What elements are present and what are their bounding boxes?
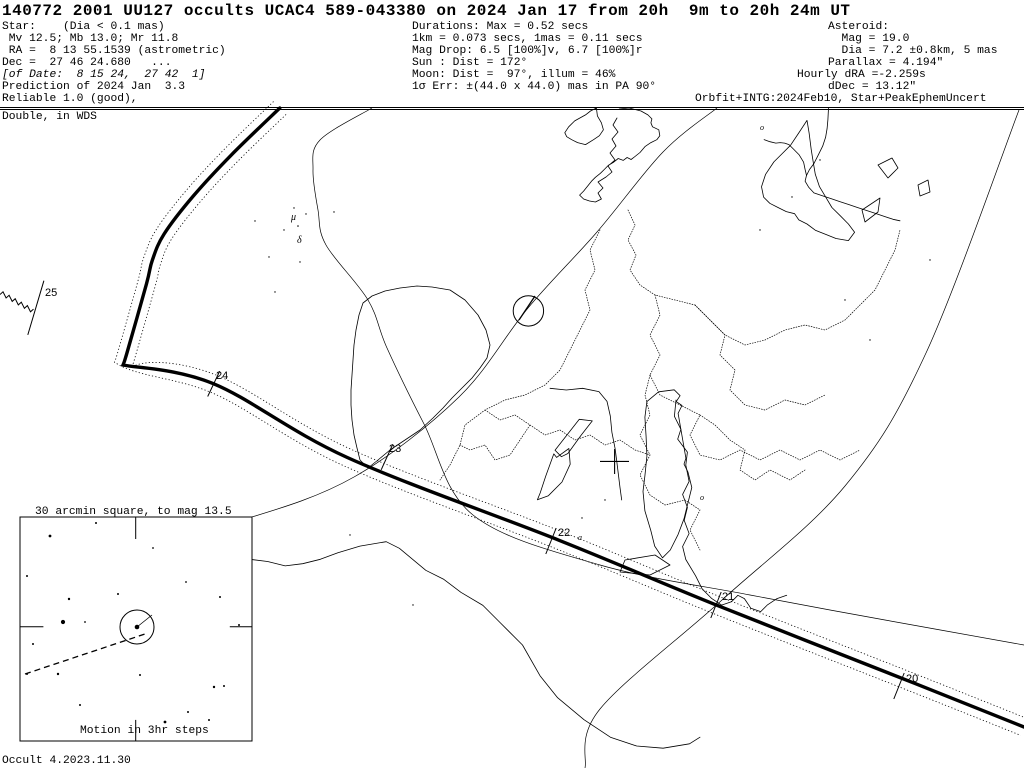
svg-text:23: 23 <box>389 443 401 455</box>
svg-text:μ: μ <box>290 212 296 223</box>
svg-text:Motion in 3hr steps: Motion in 3hr steps <box>80 725 209 737</box>
svg-text:20: 20 <box>906 673 918 685</box>
svg-text:a: a <box>578 533 582 542</box>
svg-text:24: 24 <box>216 370 228 382</box>
svg-text:Occult 4.2023.11.30: Occult 4.2023.11.30 <box>2 755 131 767</box>
svg-text:25: 25 <box>45 287 57 299</box>
svg-text:o: o <box>760 123 764 132</box>
svg-text:21: 21 <box>722 591 734 603</box>
svg-text:22: 22 <box>558 527 570 539</box>
svg-text:δ: δ <box>297 235 302 246</box>
svg-text:30 arcmin square, to mag 13.5: 30 arcmin square, to mag 13.5 <box>35 506 232 518</box>
svg-text:o: o <box>700 493 704 502</box>
